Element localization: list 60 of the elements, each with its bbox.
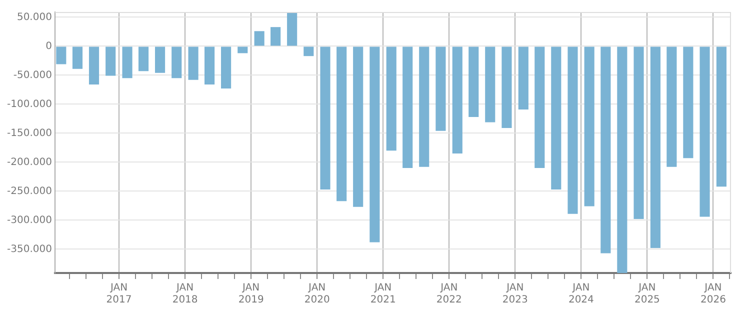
y-tick-label: -300.000 — [6, 214, 52, 226]
bar — [468, 46, 479, 117]
y-tick-label: -150.000 — [6, 128, 52, 139]
bar — [320, 46, 330, 190]
bar — [204, 46, 215, 84]
bar — [353, 46, 364, 207]
bar — [287, 12, 298, 46]
bar — [172, 46, 182, 78]
bar — [336, 46, 347, 202]
bar — [270, 27, 281, 46]
bar — [254, 31, 264, 46]
bar — [485, 46, 496, 122]
bar — [72, 46, 83, 69]
x-tick-label: JAN 2023 — [502, 282, 528, 306]
y-tick-label: -250.000 — [6, 186, 52, 197]
bar — [138, 46, 149, 72]
x-tick-label: JAN 2026 — [700, 282, 726, 306]
bar — [617, 46, 628, 273]
y-tick-label: -350.000 — [6, 244, 52, 255]
bar — [584, 46, 594, 206]
x-tick-label: JAN 2020 — [304, 282, 330, 306]
y-tick-label: -200.000 — [6, 156, 52, 168]
x-tick-label: JAN 2025 — [634, 282, 660, 306]
bar — [370, 46, 380, 242]
bar — [122, 46, 132, 78]
bar — [188, 46, 198, 80]
bar — [402, 46, 413, 168]
bar — [452, 46, 462, 154]
x-tick-label: JAN 2021 — [370, 282, 396, 306]
bar — [551, 46, 562, 190]
x-tick-label: JAN 2022 — [436, 282, 462, 306]
x-tick-label: JAN 2024 — [568, 282, 594, 306]
bar — [502, 46, 512, 128]
bar — [600, 46, 611, 254]
bar — [534, 46, 545, 168]
y-tick-label: -100.000 — [6, 98, 52, 110]
bar — [386, 46, 396, 151]
bar — [221, 46, 232, 89]
bar — [716, 46, 726, 187]
bar — [518, 46, 528, 110]
bar — [650, 46, 660, 248]
bar — [238, 46, 248, 54]
y-tick-label: -50.000 — [13, 70, 52, 81]
bar — [436, 46, 446, 131]
x-tick-label: JAN 2017 — [106, 282, 132, 306]
y-tick-label: 0 — [46, 40, 52, 52]
bar — [634, 46, 644, 220]
bar — [700, 46, 710, 217]
bar — [419, 46, 430, 167]
bar — [154, 46, 166, 73]
bar — [304, 46, 314, 56]
y-tick-label: 50.000 — [16, 12, 52, 23]
x-tick-label: JAN 2018 — [172, 282, 198, 306]
bar — [666, 46, 677, 167]
bar — [106, 46, 116, 76]
bar — [683, 46, 694, 158]
bar — [56, 46, 66, 64]
x-tick-label: JAN 2019 — [238, 282, 264, 306]
bar — [568, 46, 578, 214]
bar — [88, 46, 100, 84]
